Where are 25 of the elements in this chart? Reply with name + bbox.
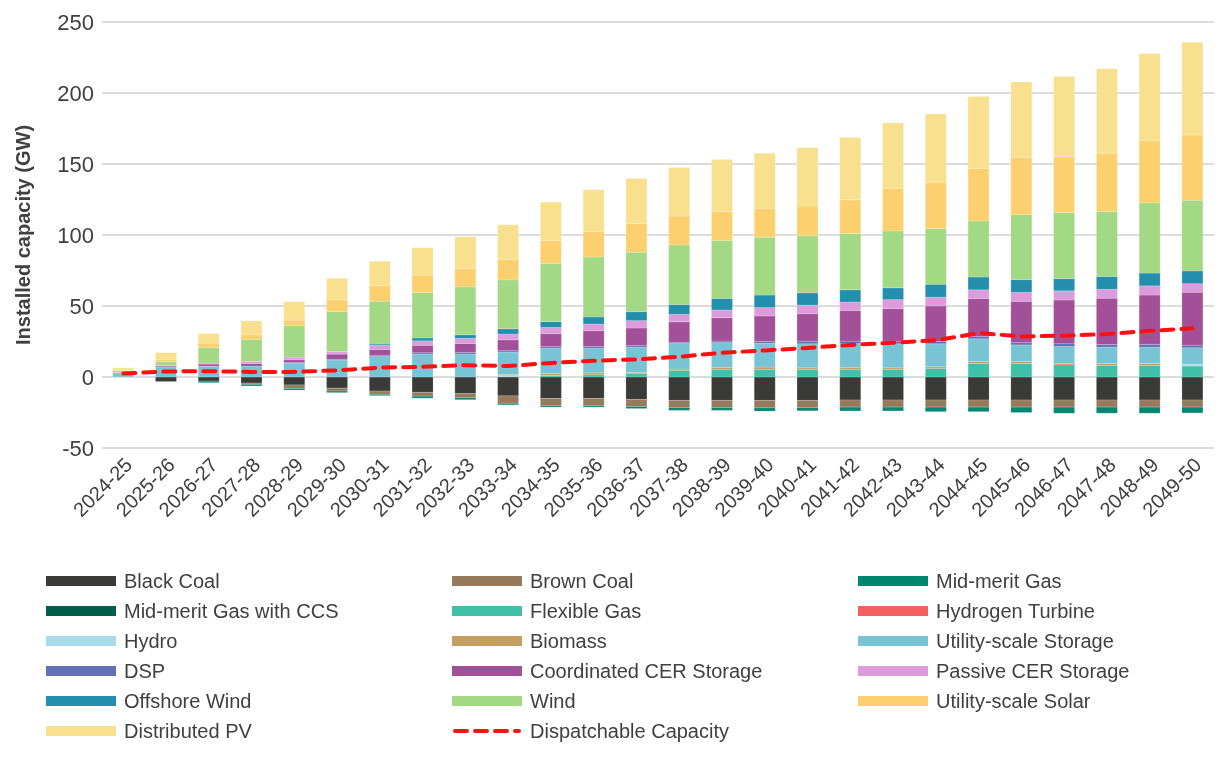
legend-label: Biomass (530, 629, 607, 653)
legend-label: Flexible Gas (530, 599, 642, 623)
y-tick-label: 0 (81, 364, 94, 390)
legend-label: Utility-scale Storage (936, 629, 1114, 653)
y-tick-label: -50 (62, 435, 94, 461)
legend-label: Wind (530, 689, 576, 713)
y-tick-label: 150 (57, 151, 94, 177)
y-tick-label: 100 (57, 222, 94, 248)
legend-label: Mid-merit Gas with CCS (124, 599, 339, 623)
y-tick-label: 50 (69, 293, 94, 319)
legend-label: Hydro (124, 629, 178, 653)
legend-label: Distributed PV (124, 719, 252, 743)
legend-label: Mid-merit Gas (936, 569, 1062, 593)
legend-label: Offshore Wind (124, 689, 252, 713)
y-tick-label: 250 (57, 9, 94, 35)
legend-label: Coordinated CER Storage (530, 659, 763, 683)
y-tick-label: 200 (57, 80, 94, 106)
legend-label: Passive CER Storage (936, 659, 1130, 683)
legend-label: Hydrogen Turbine (936, 599, 1095, 623)
legend-label: Brown Coal (530, 569, 634, 593)
legend-label: DSP (124, 659, 166, 683)
legend-label: Utility-scale Solar (936, 689, 1091, 713)
legend-label: Dispatchable Capacity (530, 719, 729, 743)
legend-label: Black Coal (124, 569, 220, 593)
y-axis-title: Installed capacity (GW) (12, 124, 35, 345)
